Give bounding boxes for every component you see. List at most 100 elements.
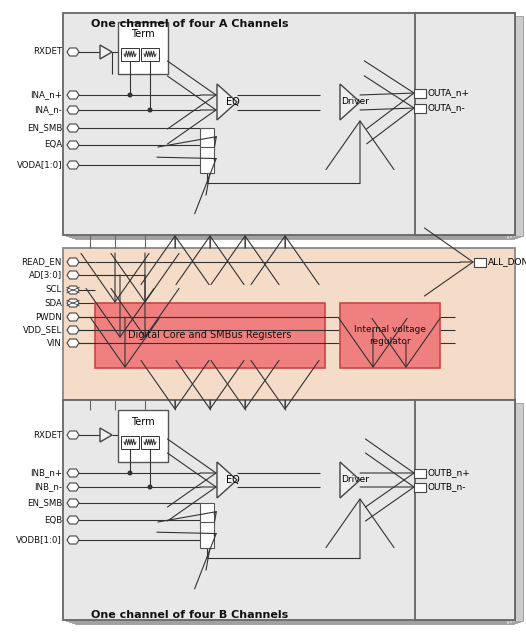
Bar — [63, 248, 515, 400]
Text: VODB[1:0]: VODB[1:0] — [16, 536, 62, 544]
Text: INB_n+: INB_n+ — [30, 468, 62, 477]
Bar — [141, 47, 159, 61]
Text: Digital Core and SMBus Registers: Digital Core and SMBus Registers — [128, 330, 292, 341]
Text: EQ: EQ — [226, 97, 240, 107]
Polygon shape — [67, 499, 79, 507]
Polygon shape — [100, 428, 112, 442]
Polygon shape — [67, 106, 79, 114]
Text: VDD_SEL: VDD_SEL — [23, 325, 62, 334]
Bar — [509, 22, 517, 238]
Bar — [75, 25, 507, 239]
Text: EQA: EQA — [44, 141, 62, 149]
Polygon shape — [67, 271, 79, 279]
Bar — [75, 412, 507, 624]
Bar — [63, 400, 515, 620]
Polygon shape — [67, 536, 79, 544]
Bar — [474, 258, 486, 266]
Text: OUTB_n-: OUTB_n- — [428, 482, 467, 491]
Bar — [515, 403, 523, 621]
Circle shape — [148, 486, 152, 489]
Bar — [515, 16, 523, 236]
Text: Driver: Driver — [341, 475, 369, 484]
Bar — [415, 13, 515, 235]
Bar — [200, 503, 214, 525]
Text: VIN: VIN — [47, 339, 62, 348]
Text: One channel of four A Channels: One channel of four A Channels — [91, 19, 289, 29]
Polygon shape — [100, 45, 112, 59]
Polygon shape — [217, 462, 237, 498]
Polygon shape — [67, 469, 79, 477]
Bar — [509, 409, 517, 623]
Bar — [512, 406, 520, 622]
Polygon shape — [67, 141, 79, 149]
Text: Driver: Driver — [341, 97, 369, 106]
Polygon shape — [67, 91, 79, 99]
Bar — [200, 147, 214, 173]
Circle shape — [148, 108, 152, 112]
Bar — [512, 19, 520, 237]
Text: OUTB_n+: OUTB_n+ — [428, 468, 471, 477]
Text: EN_SMB: EN_SMB — [27, 499, 62, 508]
Polygon shape — [67, 299, 79, 307]
Text: PWDN: PWDN — [35, 313, 62, 322]
Text: Term: Term — [131, 29, 155, 39]
Bar — [63, 13, 515, 235]
Bar — [121, 47, 139, 61]
Bar — [72, 409, 509, 623]
Text: EQB: EQB — [44, 515, 62, 525]
Text: RXDET: RXDET — [33, 47, 62, 56]
Polygon shape — [217, 84, 237, 120]
Polygon shape — [67, 258, 79, 266]
Text: AD[3:0]: AD[3:0] — [29, 270, 62, 280]
Text: EQ: EQ — [226, 475, 240, 485]
Polygon shape — [67, 431, 79, 439]
Bar — [506, 25, 514, 239]
Text: SCL: SCL — [46, 285, 62, 294]
Bar — [95, 303, 325, 368]
Text: INA_n-: INA_n- — [34, 106, 62, 115]
Bar — [414, 482, 426, 491]
Text: READ_EN: READ_EN — [22, 258, 62, 266]
Bar — [72, 22, 509, 238]
Bar — [66, 403, 513, 621]
Polygon shape — [67, 286, 79, 294]
Bar — [415, 400, 515, 620]
Bar — [69, 19, 511, 237]
Bar — [121, 436, 139, 449]
Circle shape — [128, 93, 132, 97]
Text: SDA: SDA — [44, 299, 62, 308]
Bar — [69, 406, 511, 622]
Bar — [141, 436, 159, 449]
Polygon shape — [340, 462, 360, 498]
Bar — [506, 412, 514, 624]
Text: OUTA_n+: OUTA_n+ — [428, 89, 470, 97]
Bar — [414, 89, 426, 97]
Polygon shape — [67, 516, 79, 524]
Circle shape — [128, 471, 132, 475]
Bar — [200, 128, 214, 150]
Text: INB_n-: INB_n- — [34, 482, 62, 491]
Text: EN_SMB: EN_SMB — [27, 123, 62, 132]
Text: regulator: regulator — [369, 337, 411, 346]
Text: ALL_DONE: ALL_DONE — [488, 258, 526, 266]
Bar — [118, 410, 168, 462]
Polygon shape — [67, 339, 79, 347]
Bar — [340, 303, 440, 368]
Bar — [66, 16, 513, 236]
Polygon shape — [67, 326, 79, 334]
Polygon shape — [67, 483, 79, 491]
Polygon shape — [340, 84, 360, 120]
Polygon shape — [67, 48, 79, 56]
Text: One channel of four B Channels: One channel of four B Channels — [92, 610, 289, 620]
Text: INA_n+: INA_n+ — [30, 91, 62, 99]
Text: VODA[1:0]: VODA[1:0] — [16, 161, 62, 170]
Text: RXDET: RXDET — [33, 430, 62, 439]
Polygon shape — [67, 124, 79, 132]
Bar — [118, 22, 168, 74]
Bar — [414, 468, 426, 477]
Polygon shape — [67, 313, 79, 321]
Bar — [200, 522, 214, 548]
Text: Term: Term — [131, 417, 155, 427]
Bar — [414, 104, 426, 113]
Text: OUTA_n-: OUTA_n- — [428, 104, 466, 113]
